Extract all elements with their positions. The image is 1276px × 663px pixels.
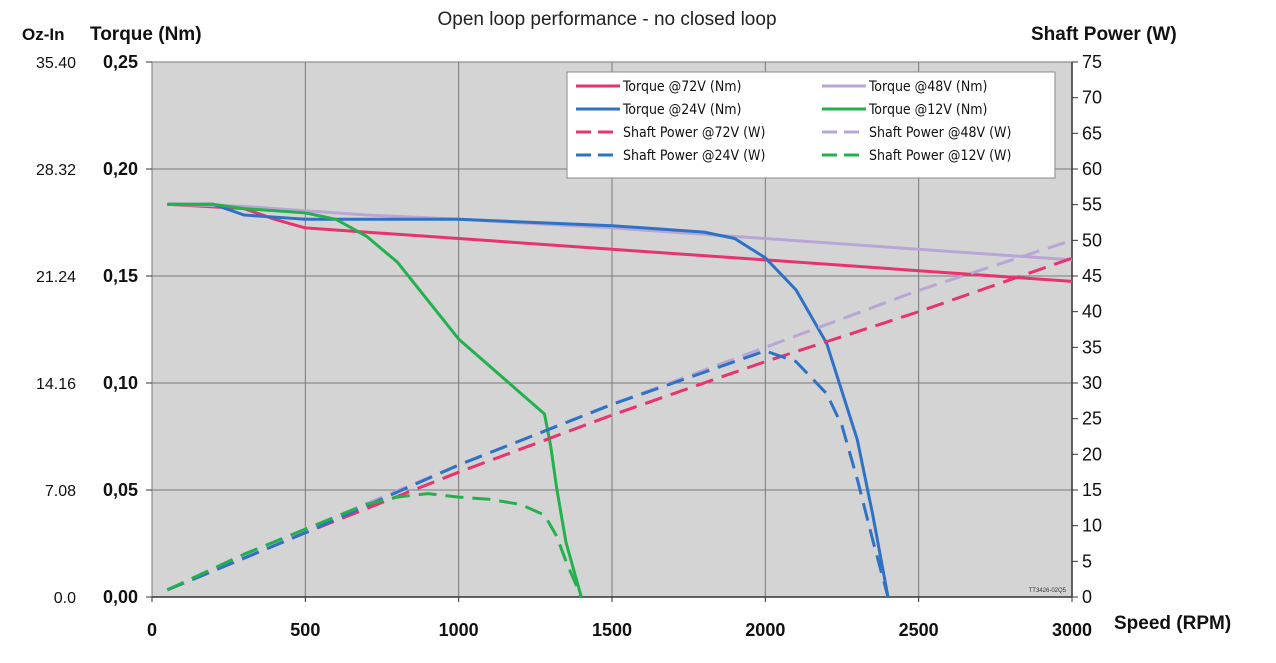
series-line-3 (167, 202, 583, 598)
series-line-0 (167, 202, 1073, 283)
legend-label: Torque @12V (Nm) (868, 102, 987, 118)
power-tick-label: 65 (1082, 123, 1102, 143)
legend-label: Shaft Power @24V (W) (623, 148, 765, 164)
power-tick-label: 45 (1082, 266, 1102, 286)
legend-label: Shaft Power @12V (W) (869, 148, 1011, 164)
speed-axis-label: Speed (RPM) (1114, 613, 1231, 634)
power-tick-label: 55 (1082, 195, 1102, 215)
torque-tick-label: 0,15 (103, 266, 138, 286)
power-tick-label: 15 (1082, 480, 1102, 500)
power-tick-label: 0 (1082, 587, 1092, 607)
series-lines (166, 202, 1073, 598)
torque-tick-label: 0,25 (103, 52, 138, 72)
legend-label: Torque @72V (Nm) (622, 79, 741, 95)
torque-tick-label: 0,05 (103, 480, 138, 500)
oz-in-tick-label: 7.08 (45, 483, 76, 500)
shaft-power-axis-label: Shaft Power (W) (1031, 24, 1177, 45)
torque-axis-label: Torque (Nm) (90, 24, 202, 45)
x-tick-label: 3000 (1052, 620, 1092, 640)
oz-in-tick-label: 28.32 (36, 162, 76, 179)
power-tick-label: 20 (1082, 444, 1102, 464)
power-tick-label: 75 (1082, 52, 1102, 72)
power-tick-label: 35 (1082, 337, 1102, 357)
torque-tick-label: 0,00 (103, 587, 138, 607)
torque-tick-label: 0,20 (103, 159, 138, 179)
series-line-7 (166, 492, 583, 598)
oz-in-tick-label: 21.24 (36, 269, 76, 286)
series-line-2 (167, 202, 890, 598)
x-tick-label: 0 (147, 620, 157, 640)
legend-label: Shaft Power @72V (W) (623, 125, 765, 141)
power-tick-label: 50 (1082, 230, 1102, 250)
torque-tick-label: 0,10 (103, 373, 138, 393)
oz-in-axis-label: Oz-In (22, 25, 65, 44)
series-line-6 (166, 349, 890, 598)
oz-in-tick-label: 0.0 (54, 590, 76, 607)
power-tick-label: 10 (1082, 516, 1102, 536)
chart-title: Open loop performance - no closed loop (437, 9, 776, 30)
power-tick-label: 60 (1082, 159, 1102, 179)
power-tick-label: 5 (1082, 551, 1092, 571)
axes (146, 61, 1078, 602)
x-tick-label: 1500 (592, 620, 632, 640)
legend: Torque @72V (Nm) Torque @48V (Nm) Torque @… (566, 71, 1056, 179)
legend-label: Torque @24V (Nm) (622, 102, 741, 118)
x-tick-label: 1000 (439, 620, 479, 640)
oz-in-tick-label: 35.40 (36, 55, 76, 72)
legend-label: Torque @48V (Nm) (868, 79, 987, 95)
x-tick-label: 2000 (745, 620, 785, 640)
power-tick-label: 40 (1082, 302, 1102, 322)
power-tick-label: 25 (1082, 409, 1102, 429)
legend-label: Shaft Power @48V (W) (869, 125, 1011, 141)
legend-box (566, 71, 1056, 179)
power-tick-label: 70 (1082, 88, 1102, 108)
watermark-code: TT3426-02Q5 (1029, 588, 1067, 594)
x-tick-label: 500 (290, 620, 320, 640)
tick-labels: 0 500 1000 1500 2000 2500 30000,000.00,057.080… (36, 52, 1102, 640)
power-tick-label: 30 (1082, 373, 1102, 393)
oz-in-tick-label: 14.16 (36, 376, 76, 393)
x-tick-label: 2500 (899, 620, 939, 640)
